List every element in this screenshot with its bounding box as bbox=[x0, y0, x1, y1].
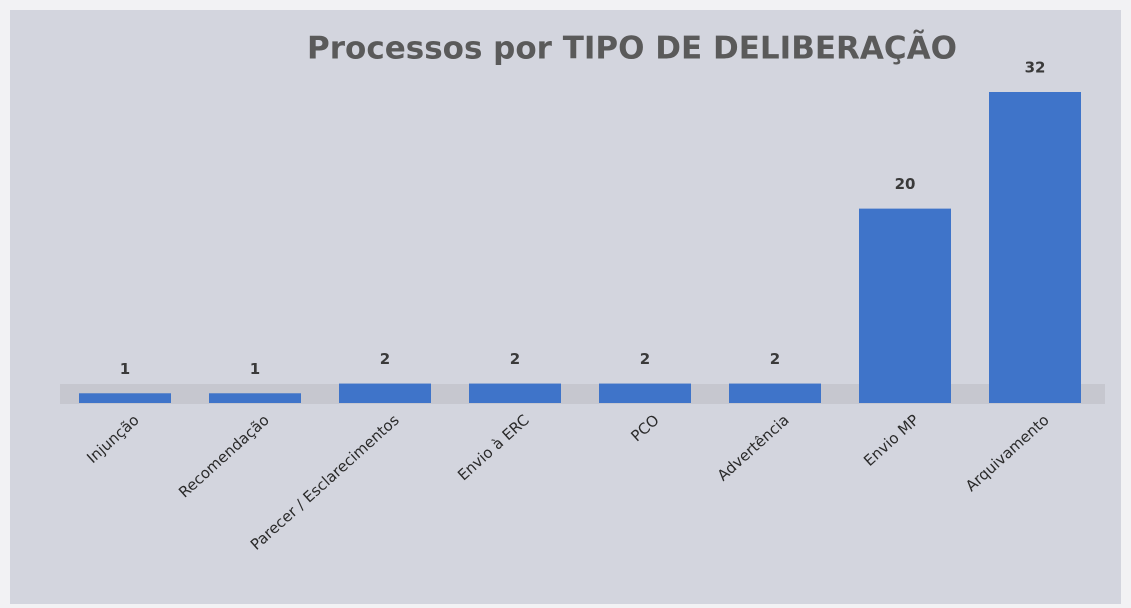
value-label: 2 bbox=[770, 350, 780, 368]
bar bbox=[209, 393, 301, 403]
bar bbox=[989, 92, 1081, 403]
bar bbox=[339, 383, 431, 403]
value-label: 1 bbox=[120, 360, 130, 378]
baseline-shadow bbox=[60, 384, 1105, 404]
value-label: 2 bbox=[510, 350, 520, 368]
bar bbox=[79, 393, 171, 403]
value-label: 20 bbox=[895, 175, 916, 193]
bar bbox=[469, 383, 561, 403]
bar bbox=[729, 383, 821, 403]
value-label: 32 bbox=[1025, 59, 1046, 77]
value-label: 2 bbox=[380, 350, 390, 368]
chart-background bbox=[10, 10, 1121, 604]
value-label: 2 bbox=[640, 350, 650, 368]
value-label: 1 bbox=[250, 360, 260, 378]
chart-title: Processos por TIPO DE DELIBERAÇÃO bbox=[307, 30, 957, 67]
bar bbox=[859, 208, 951, 403]
bar bbox=[599, 383, 691, 403]
